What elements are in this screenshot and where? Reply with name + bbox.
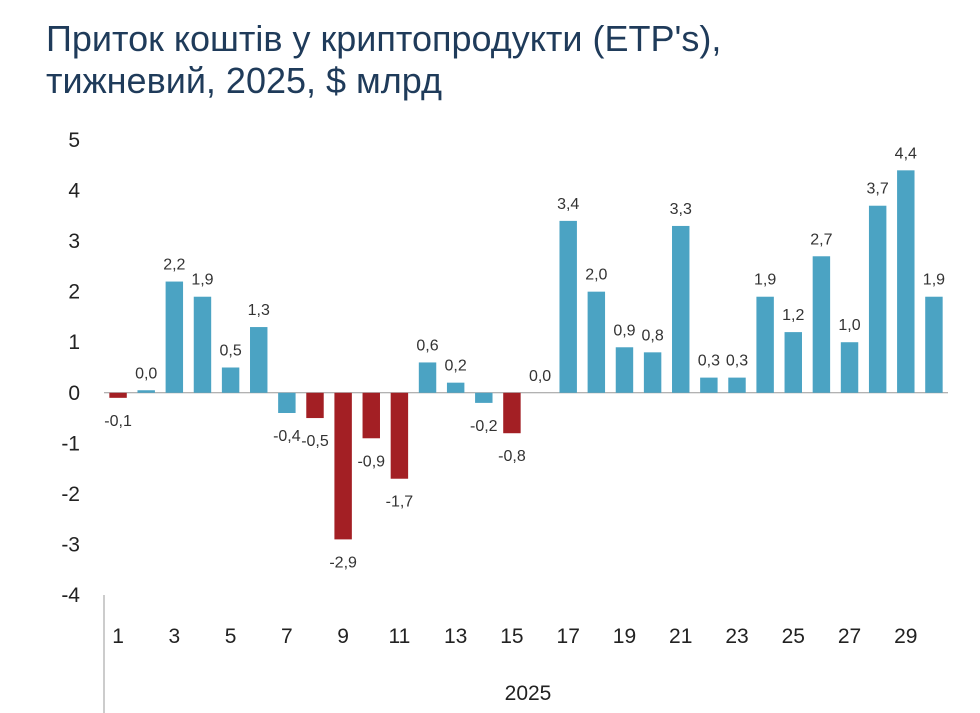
data-label: -0,2 [470, 418, 498, 435]
data-label: -0,1 [104, 413, 132, 430]
title-line-1: Приток коштів у криптопродукти (ETP's), [46, 18, 722, 59]
data-label: 1,0 [838, 317, 860, 334]
bar [840, 342, 859, 393]
bar [278, 392, 296, 413]
data-label: -2,9 [329, 554, 357, 571]
x-tick-label: 25 [782, 625, 805, 648]
bar [193, 296, 212, 393]
bar [109, 392, 127, 398]
data-label: 1,9 [754, 272, 776, 289]
bar [306, 392, 324, 419]
x-tick-label: 27 [838, 625, 861, 648]
title-line-2: тижневий, 2025, $ млрд [46, 60, 442, 101]
data-label: 2,2 [163, 257, 185, 274]
bar [475, 392, 493, 403]
data-label: 0,5 [219, 343, 241, 360]
x-tick-label: 11 [388, 625, 410, 648]
y-tick-label: 0 [68, 382, 80, 405]
data-label: 0,0 [135, 365, 157, 382]
data-label: -0,4 [273, 428, 301, 445]
data-label: 1,9 [923, 272, 945, 289]
x-tick-label: 29 [894, 625, 917, 648]
bar [700, 377, 718, 393]
bar [672, 225, 690, 393]
data-label: 2,7 [810, 231, 832, 248]
bar [165, 281, 184, 393]
data-label: 0,6 [416, 337, 438, 354]
bar [559, 220, 577, 393]
x-group-label: 2025 [505, 682, 552, 705]
bar [362, 392, 380, 439]
data-label: -0,9 [357, 453, 385, 470]
y-tick-label: 4 [68, 180, 80, 203]
bar [868, 205, 887, 393]
y-tick-label: 3 [68, 230, 80, 253]
data-label: 0,3 [698, 353, 720, 370]
x-tick-label: 23 [725, 625, 748, 648]
y-tick-label: 1 [68, 331, 80, 354]
y-tick-label: -1 [61, 432, 80, 455]
data-label: 3,3 [670, 201, 692, 218]
data-label: 4,4 [895, 145, 917, 162]
data-label: -0,8 [498, 448, 526, 465]
bar [812, 256, 831, 393]
data-label: 0,2 [445, 358, 467, 375]
y-tick-label: 5 [68, 129, 80, 152]
data-label: 1,3 [248, 302, 270, 319]
bar [503, 392, 521, 434]
bar [446, 382, 465, 393]
y-tick-label: -4 [61, 584, 80, 607]
bar [250, 327, 268, 393]
data-label: 1,9 [191, 272, 213, 289]
x-tick-label: 9 [337, 625, 349, 648]
bar [897, 170, 915, 393]
bar [756, 296, 774, 393]
bar [925, 296, 943, 393]
x-tick-label: 19 [613, 625, 636, 648]
data-label: 0,3 [726, 353, 748, 370]
x-tick-label: 17 [557, 625, 580, 648]
x-tick-label: 1 [112, 625, 124, 648]
x-tick-label: 7 [281, 625, 293, 648]
data-label: 1,2 [782, 307, 804, 324]
bar [643, 352, 662, 393]
bar [728, 377, 746, 393]
data-label: 0,9 [613, 322, 635, 339]
data-label: 3,7 [867, 181, 889, 198]
data-label: 3,4 [557, 196, 579, 213]
y-tick-label: 2 [68, 281, 80, 304]
data-label: 0,0 [529, 368, 551, 385]
x-tick-label: 5 [225, 625, 237, 648]
chart-title: Приток коштів у криптопродукти (ETP's), … [46, 18, 946, 102]
bar [390, 392, 409, 479]
data-label: -0,5 [301, 433, 329, 450]
data-label: -1,7 [386, 494, 414, 511]
y-tick-label: -2 [61, 483, 80, 506]
bar [221, 367, 240, 393]
y-tick-label: -3 [61, 533, 80, 556]
bar [615, 347, 634, 393]
bar [334, 392, 352, 540]
x-tick-label: 3 [168, 625, 180, 648]
bar [137, 390, 155, 393]
bar [418, 362, 437, 393]
x-tick-label: 21 [669, 625, 692, 648]
x-tick-label: 15 [500, 625, 523, 648]
x-tick-label: 13 [444, 625, 467, 648]
bar [587, 291, 606, 393]
data-label: 2,0 [585, 267, 607, 284]
bar [784, 332, 802, 393]
data-label: 0,8 [641, 327, 663, 344]
